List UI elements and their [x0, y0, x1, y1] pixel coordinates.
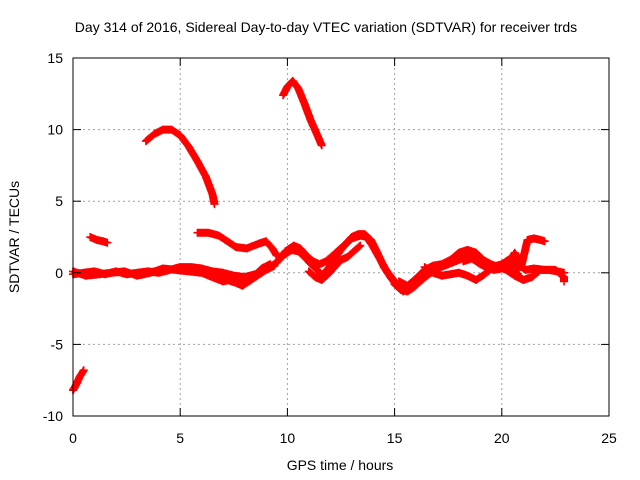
- series-arc-11: [304, 241, 365, 284]
- data-points: [69, 76, 568, 395]
- series-arc-1: [69, 366, 88, 395]
- y-tick-label: 15: [47, 50, 63, 66]
- series-arc-10: [272, 230, 408, 296]
- series-arc-5: [279, 76, 326, 150]
- x-tick-label: 5: [176, 430, 184, 446]
- series-markers: [272, 230, 408, 296]
- chart-title: Day 314 of 2016, Sidereal Day-to-day VTE…: [75, 19, 577, 35]
- series-markers: [497, 248, 523, 273]
- series-arc-4: [193, 228, 281, 260]
- series-arc-17: [497, 248, 523, 273]
- y-tick-label: 5: [55, 193, 63, 209]
- x-axis-ticks: 0 5 10 15 20 25: [69, 58, 617, 446]
- series-markers: [304, 241, 365, 284]
- x-tick-label: 10: [280, 430, 296, 446]
- plot-frame: [72, 57, 610, 417]
- series-markers: [193, 228, 281, 260]
- series-arc-18: [517, 234, 549, 272]
- x-tick-label: 15: [387, 430, 403, 446]
- series-markers: [517, 234, 549, 272]
- x-tick-label: 0: [69, 430, 77, 446]
- y-axis-ticks: -10 -5 0 5 10 15: [43, 50, 609, 424]
- y-tick-label: -5: [51, 336, 64, 352]
- series-markers: [279, 76, 326, 150]
- x-tick-label: 25: [601, 430, 617, 446]
- series-arc-2: [86, 233, 112, 247]
- series-markers: [69, 366, 88, 395]
- x-axis-label: GPS time / hours: [287, 457, 394, 473]
- y-tick-label: -10: [43, 408, 63, 424]
- y-tick-label: 0: [55, 265, 63, 281]
- series-markers: [86, 233, 112, 247]
- y-tick-label: 10: [47, 122, 63, 138]
- x-tick-label: 20: [494, 430, 510, 446]
- series-markers: [141, 125, 219, 209]
- y-axis-label: SDTVAR / TECUs: [6, 181, 22, 293]
- series-arc-3: [141, 125, 219, 209]
